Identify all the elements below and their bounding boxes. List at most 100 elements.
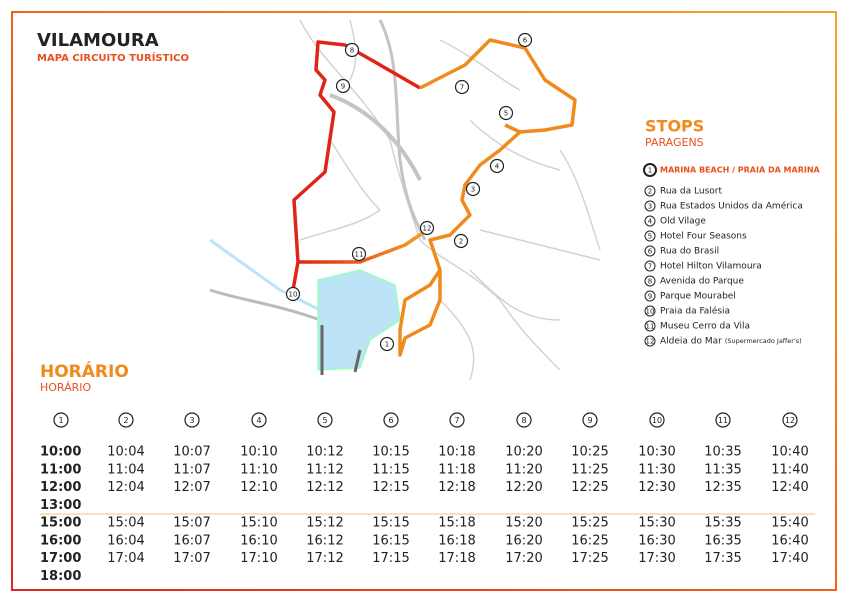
time: 10:07 — [173, 445, 210, 460]
number-circle — [53, 412, 69, 428]
number-circle — [489, 158, 505, 174]
time: 12:00 — [40, 480, 81, 495]
time: 16:04 — [107, 533, 144, 548]
stop-number: 5 — [504, 110, 508, 118]
time: 11:35 — [704, 462, 741, 477]
time: 16:12 — [306, 533, 343, 548]
time: 12:40 — [771, 480, 808, 495]
number-circle — [644, 320, 656, 332]
number-circle — [649, 412, 665, 428]
time: 11:30 — [638, 462, 675, 477]
stop-number: 7 — [648, 263, 652, 271]
number-circle — [454, 79, 470, 95]
time: 17:18 — [438, 551, 475, 566]
number-circle — [498, 105, 514, 121]
time: 15:12 — [306, 516, 343, 531]
time: 10:12 — [306, 445, 343, 460]
stop-number: 7 — [454, 416, 459, 425]
time: 10:30 — [638, 445, 675, 460]
stop-name: Hotel Hilton Vilamoura — [660, 262, 762, 272]
stop-number: 6 — [648, 248, 653, 256]
time: 17:04 — [107, 551, 144, 566]
number-circle — [644, 305, 656, 317]
stop-number: 12 — [423, 225, 432, 233]
number-circle — [335, 78, 351, 94]
stop-number: 3 — [648, 203, 652, 211]
number-circle — [644, 260, 656, 272]
time: 11:12 — [306, 462, 343, 477]
time: 10:20 — [505, 445, 542, 460]
stop-number: 8 — [648, 278, 652, 286]
time: 15:20 — [505, 516, 542, 531]
time: 10:10 — [240, 445, 277, 460]
stop-number: 12 — [785, 416, 795, 425]
stop-name: Parque Mourabel — [660, 292, 736, 302]
number-circle — [715, 412, 731, 428]
time: 11:20 — [505, 462, 542, 477]
time: 10:18 — [438, 445, 475, 460]
time: 17:35 — [704, 551, 741, 566]
stop-number: 8 — [521, 416, 526, 425]
time: 17:00 — [40, 551, 81, 566]
stop-number: 2 — [648, 188, 652, 196]
stops-subtitle: PARAGENS — [645, 136, 704, 149]
number-circle — [383, 412, 399, 428]
time: 11:25 — [571, 462, 608, 477]
time: 12:15 — [372, 480, 409, 495]
stop-name: MARINA BEACH / PRAIA DA MARINA — [660, 166, 821, 175]
stop-name: Aldeia do Mar (Supermercado Jaffer's) — [660, 337, 802, 347]
stop-number: 4 — [648, 218, 653, 226]
stop-number: 11 — [646, 323, 655, 331]
time: 11:07 — [173, 462, 210, 477]
time: 15:10 — [240, 516, 277, 531]
stop-note: (Supermercado Jaffer's) — [725, 337, 802, 345]
timetable: 1 10:00 11:00 12:00 13:00 15:00 16:00 17:00 18:0… — [40, 412, 809, 584]
stop-number: 9 — [587, 416, 592, 425]
number-circle — [782, 412, 798, 428]
time: 16:10 — [240, 533, 277, 548]
time: 10:35 — [704, 445, 741, 460]
time: 12:07 — [173, 480, 210, 495]
number-circle — [582, 412, 598, 428]
number-circle — [644, 200, 656, 212]
time: 10:15 — [372, 445, 409, 460]
time: 16:20 — [505, 533, 542, 548]
time: 16:25 — [571, 533, 608, 548]
number-circle — [118, 412, 134, 428]
time: 16:07 — [173, 533, 210, 548]
time: 12:35 — [704, 480, 741, 495]
stop-name: Avenida do Parque — [660, 277, 744, 287]
number-circle — [419, 220, 435, 236]
schedule-subtitle: HORÁRIO — [40, 381, 92, 394]
stop-name: Rua Estados Unidos da América — [660, 201, 803, 212]
map — [209, 19, 601, 381]
time: 11:04 — [107, 462, 144, 477]
frame — [11, 11, 837, 591]
time: 10:25 — [571, 445, 608, 460]
time: 12:20 — [505, 480, 542, 495]
time: 16:15 — [372, 533, 409, 548]
time: 17:40 — [771, 551, 808, 566]
stop-number: 2 — [123, 416, 128, 425]
stop-name: Museu Cerro da Vila — [660, 322, 750, 332]
stop-number: 9 — [341, 83, 345, 91]
stop-name: Praia da Falésia — [660, 306, 730, 317]
number-circle — [285, 286, 301, 302]
stop-number: 10 — [289, 291, 298, 299]
number-circle — [644, 185, 656, 197]
time: 11:40 — [771, 462, 808, 477]
time: 15:18 — [438, 516, 475, 531]
time: 11:00 — [40, 462, 81, 477]
stop-number: 6 — [388, 416, 393, 425]
number-circle — [449, 412, 465, 428]
time: 16:35 — [704, 533, 741, 548]
time: 10:00 — [40, 445, 81, 460]
time: 16:40 — [771, 533, 808, 548]
time: 15:07 — [173, 516, 210, 531]
stop-number: 4 — [495, 163, 500, 171]
stop-number: 10 — [652, 416, 662, 425]
stop-number: 6 — [523, 37, 528, 45]
time: 12:12 — [306, 480, 343, 495]
stop-name: Rua da Lusort — [660, 187, 722, 197]
number-circle — [379, 336, 395, 352]
